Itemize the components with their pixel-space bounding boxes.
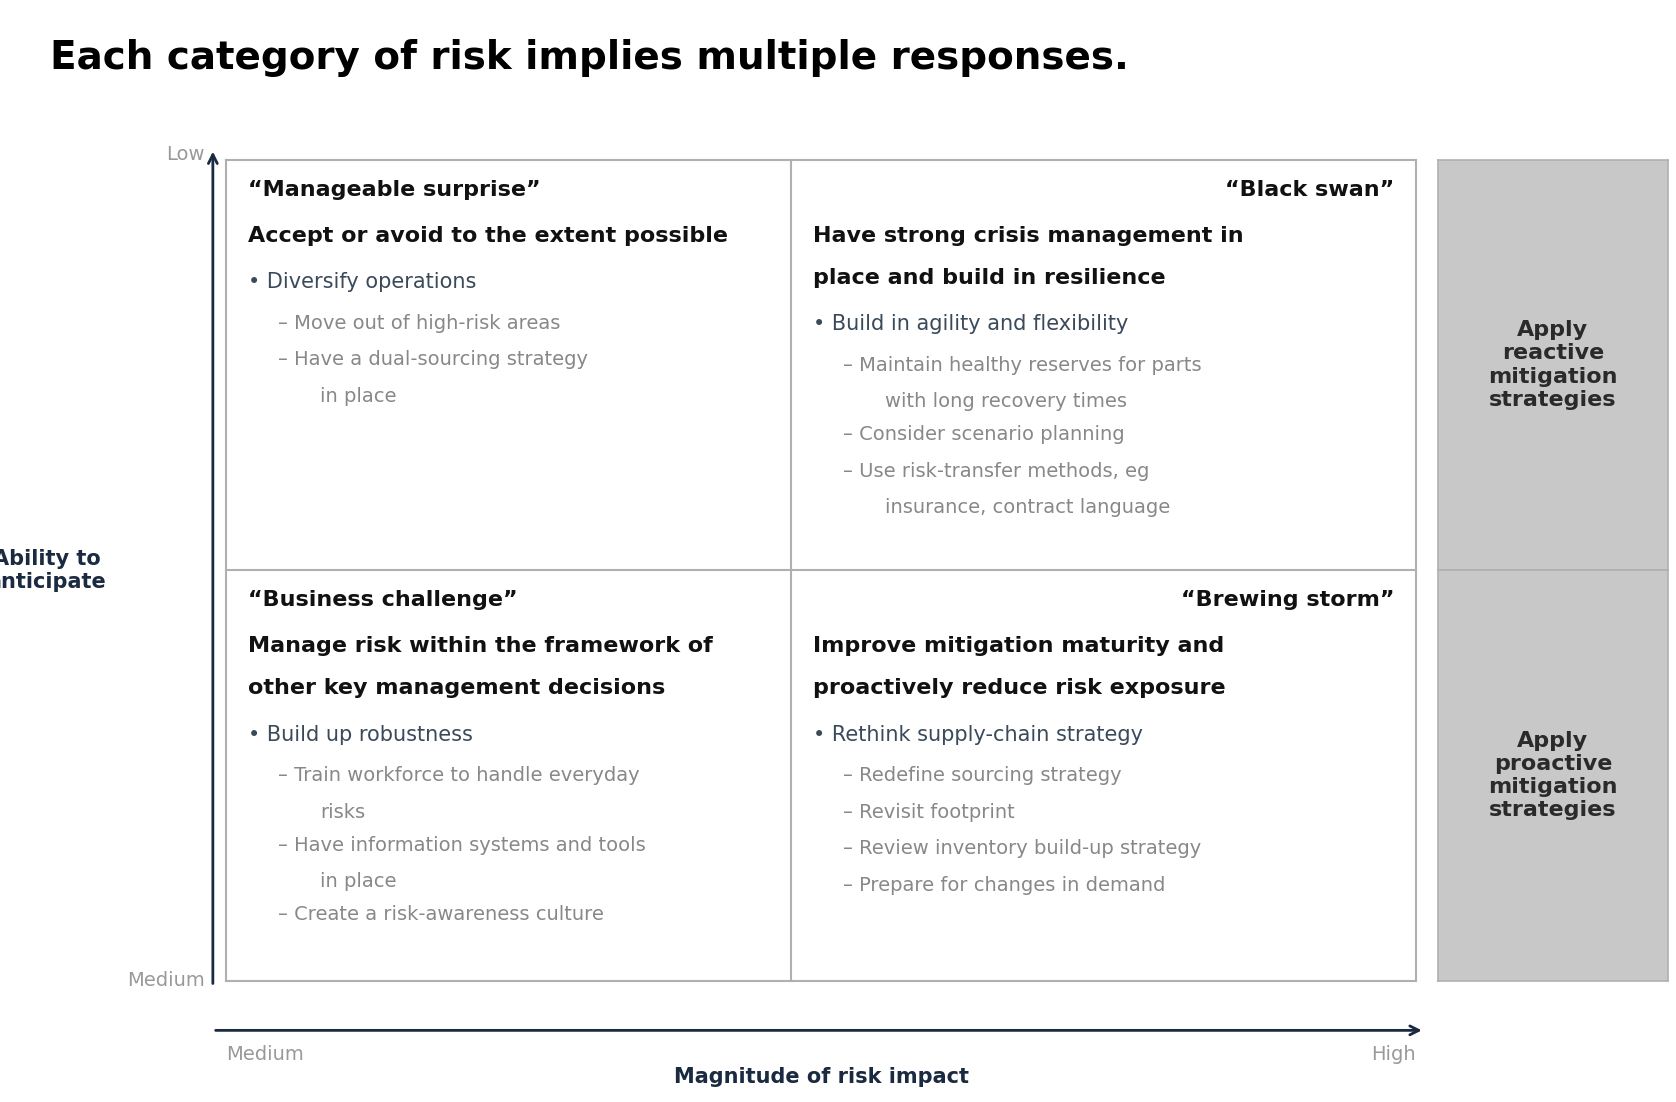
Text: – Have information systems and tools: – Have information systems and tools <box>278 835 645 855</box>
Text: Apply
proactive
mitigation
strategies: Apply proactive mitigation strategies <box>1488 731 1617 820</box>
Text: place and build in resilience: place and build in resilience <box>813 268 1166 288</box>
Text: Ability to
anticipate: Ability to anticipate <box>0 549 106 592</box>
Text: – Review inventory build-up strategy: – Review inventory build-up strategy <box>843 840 1202 858</box>
Text: “Brewing storm”: “Brewing storm” <box>1182 591 1394 611</box>
Text: • Rethink supply-chain strategy: • Rethink supply-chain strategy <box>813 725 1143 745</box>
Text: – Redefine sourcing strategy: – Redefine sourcing strategy <box>843 767 1121 786</box>
Text: – Have a dual-sourcing strategy: – Have a dual-sourcing strategy <box>278 350 588 369</box>
Text: Low: Low <box>166 144 204 164</box>
Text: Medium: Medium <box>127 971 204 991</box>
Text: in place: in place <box>320 387 397 406</box>
Text: – Prepare for changes in demand: – Prepare for changes in demand <box>843 875 1166 895</box>
Text: insurance, contract language: insurance, contract language <box>885 498 1170 517</box>
Text: – Maintain healthy reserves for parts: – Maintain healthy reserves for parts <box>843 356 1202 375</box>
Text: Improve mitigation maturity and: Improve mitigation maturity and <box>813 637 1225 657</box>
Text: Magnitude of risk impact: Magnitude of risk impact <box>674 1067 969 1087</box>
Text: – Use risk-transfer methods, eg: – Use risk-transfer methods, eg <box>843 462 1150 480</box>
Text: – Create a risk-awareness culture: – Create a risk-awareness culture <box>278 905 603 925</box>
Text: Accept or avoid to the extent possible: Accept or avoid to the extent possible <box>248 226 727 246</box>
Text: “Business challenge”: “Business challenge” <box>248 591 518 611</box>
Text: • Diversify operations: • Diversify operations <box>248 272 476 292</box>
Text: proactively reduce risk exposure: proactively reduce risk exposure <box>813 679 1225 699</box>
Text: with long recovery times: with long recovery times <box>885 392 1128 411</box>
Text: Have strong crisis management in: Have strong crisis management in <box>813 226 1244 246</box>
Text: “Black swan”: “Black swan” <box>1225 180 1394 199</box>
Text: Manage risk within the framework of: Manage risk within the framework of <box>248 637 712 657</box>
Text: Each category of risk implies multiple responses.: Each category of risk implies multiple r… <box>50 39 1130 76</box>
Text: – Consider scenario planning: – Consider scenario planning <box>843 425 1125 444</box>
Text: risks: risks <box>320 802 365 822</box>
Text: – Train workforce to handle everyday: – Train workforce to handle everyday <box>278 767 640 786</box>
Text: in place: in place <box>320 872 397 892</box>
Text: – Revisit footprint: – Revisit footprint <box>843 802 1016 822</box>
Text: High: High <box>1371 1045 1416 1065</box>
Text: • Build up robustness: • Build up robustness <box>248 725 473 745</box>
Text: Apply
reactive
mitigation
strategies: Apply reactive mitigation strategies <box>1488 321 1617 410</box>
Text: – Move out of high-risk areas: – Move out of high-risk areas <box>278 314 560 333</box>
Text: • Build in agility and flexibility: • Build in agility and flexibility <box>813 314 1128 334</box>
Text: Medium: Medium <box>226 1045 303 1065</box>
Text: other key management decisions: other key management decisions <box>248 679 665 699</box>
Text: “Manageable surprise”: “Manageable surprise” <box>248 180 541 199</box>
